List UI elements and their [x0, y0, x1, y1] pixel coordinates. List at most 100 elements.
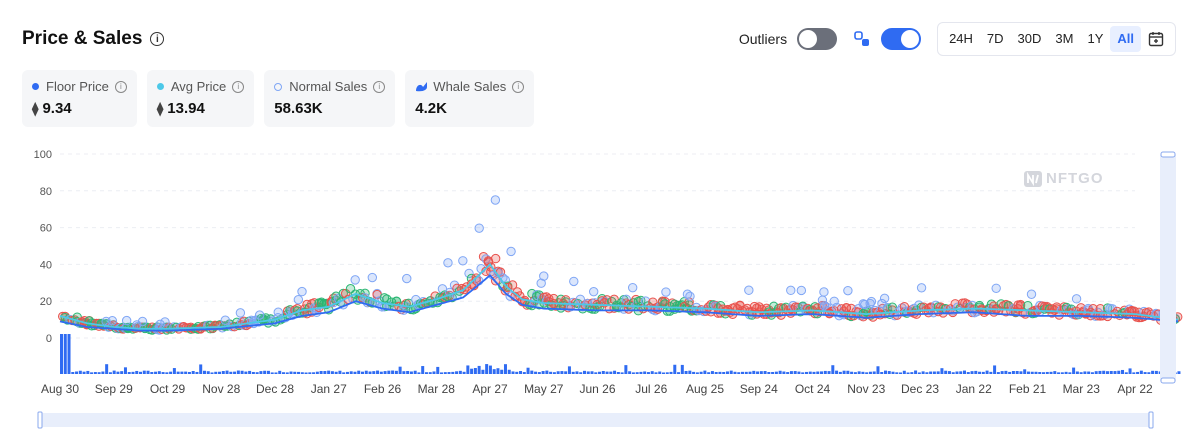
volume-bar	[835, 370, 839, 374]
volume-bar	[552, 372, 556, 374]
sale-point	[661, 287, 671, 297]
vertical-zoom-track	[1160, 154, 1176, 382]
x-tick-label: Feb 21	[1009, 382, 1047, 396]
volume-bar	[786, 372, 790, 374]
volume-bar	[605, 371, 609, 374]
info-icon[interactable]: i	[373, 80, 386, 93]
volume-bar	[643, 371, 647, 374]
volume-bar	[812, 371, 816, 374]
volume-bar	[1060, 372, 1064, 374]
volume-bar	[191, 371, 195, 374]
volume-bar	[823, 370, 827, 374]
volume-bar	[436, 366, 440, 374]
volume-bar	[530, 370, 534, 374]
volume-bar	[725, 371, 729, 374]
volume-bar	[492, 369, 496, 374]
x-tick-label: Sep 24	[740, 382, 778, 396]
volume-bar	[827, 371, 831, 374]
volume-bar	[966, 372, 970, 374]
volume-bar	[872, 371, 876, 374]
volume-bar	[281, 372, 285, 374]
volume-bar	[729, 370, 733, 374]
info-icon[interactable]: i	[114, 80, 127, 93]
volume-bar	[300, 372, 304, 374]
sale-point	[660, 299, 670, 309]
volume-bar	[1038, 372, 1042, 374]
vertical-zoom-handle-top[interactable]	[1160, 151, 1176, 158]
info-icon[interactable]: i	[512, 80, 525, 93]
volume-bar	[865, 372, 869, 374]
x-tick-label: Apr 22	[1117, 382, 1153, 396]
sale-point	[536, 278, 546, 288]
range-button-all[interactable]: All	[1110, 26, 1141, 52]
volume-bar	[293, 371, 297, 374]
volume-bar	[297, 371, 301, 374]
range-button-1y[interactable]: 1Y	[1087, 31, 1104, 46]
x-tick-label: Aug 25	[686, 382, 724, 396]
range-button-30d[interactable]: 30D	[1017, 31, 1042, 46]
volume-bar	[116, 371, 120, 374]
volume-bar	[613, 370, 617, 374]
volume-bar	[1102, 370, 1106, 374]
volume-bar	[665, 372, 669, 374]
volume-bar	[428, 372, 432, 374]
stat-card-whale-sales: Whale Sales i 4.2K	[405, 70, 535, 127]
outliers-toggle[interactable]	[797, 28, 838, 50]
info-icon[interactable]: i	[232, 80, 245, 93]
volume-bar	[959, 371, 963, 374]
volume-bar	[763, 371, 767, 374]
volume-bar	[590, 371, 594, 374]
sale-point	[273, 307, 283, 317]
volume-bar	[1023, 369, 1027, 374]
volume-bar	[1004, 370, 1008, 374]
range-button-24h[interactable]: 24H	[949, 31, 973, 46]
vertical-zoom-handle-bottom[interactable]	[1160, 377, 1176, 384]
volume-bar	[503, 364, 507, 374]
volume-bar	[142, 370, 146, 374]
volume-bar	[1124, 372, 1128, 374]
volume-bar	[692, 371, 696, 374]
volume-bar	[218, 371, 222, 374]
volume-bar	[417, 372, 421, 374]
volume-bar	[379, 371, 383, 374]
x-tick-label: Mar 28	[418, 382, 456, 396]
range-button-7d[interactable]: 7D	[986, 31, 1004, 46]
volume-bar	[131, 371, 135, 374]
volume-bar	[932, 371, 936, 374]
range-handle-right[interactable]	[1148, 411, 1154, 429]
volume-bar	[895, 372, 899, 374]
volume-bar	[1087, 371, 1091, 374]
price-mode-toggle[interactable]	[881, 28, 922, 50]
info-icon[interactable]: i	[150, 32, 165, 46]
volume-bar	[635, 372, 639, 374]
volume-bar	[842, 370, 846, 374]
y-tick-label: 0	[46, 333, 52, 345]
sale-point	[769, 301, 779, 312]
volume-bar	[519, 371, 523, 374]
volume-bar	[1064, 371, 1068, 374]
calendar-icon[interactable]	[1141, 26, 1171, 52]
x-tick-label: Apr 27	[472, 382, 508, 396]
volume-bar	[225, 370, 229, 374]
y-tick-label: 100	[34, 149, 52, 161]
volume-bar	[67, 334, 71, 374]
volume-bar	[353, 371, 357, 374]
volume-bar	[511, 371, 515, 374]
volume-bar	[541, 371, 545, 374]
volume-bar	[421, 366, 425, 374]
sale-point	[490, 253, 501, 264]
x-tick-label: Jul 26	[635, 382, 667, 396]
volume-bar	[1109, 370, 1113, 374]
sale-point	[137, 316, 148, 327]
volume-bar	[409, 371, 413, 374]
volume-bar	[883, 370, 887, 374]
volume-bar	[90, 372, 94, 374]
range-button-3m[interactable]: 3M	[1055, 31, 1074, 46]
volume-bar	[63, 334, 67, 374]
volume-bar	[654, 372, 658, 374]
volume-bar	[1136, 371, 1140, 374]
range-handle-left[interactable]	[37, 411, 43, 429]
volume-bar	[586, 371, 590, 374]
price-mode-icon	[854, 31, 870, 46]
volume-bar	[906, 372, 910, 374]
